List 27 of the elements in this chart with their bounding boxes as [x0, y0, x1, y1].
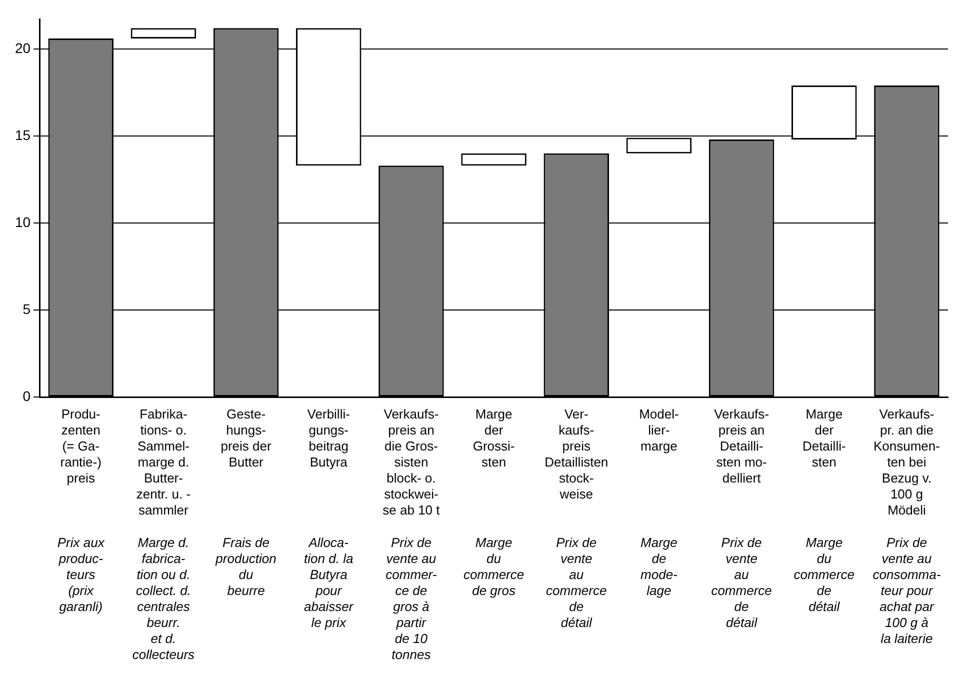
text: Prix de vente au consomma- teur pour achat par 100 g à la laiterie: [872, 535, 942, 646]
x-tick-label: Verkaufs- pr. an die Konsumen- ten bei Bezug v. 100 g Mödeli: [873, 406, 940, 518]
text: Prix aux produc- teurs (prix garanli): [57, 535, 105, 614]
x-tick-label: Produ- zenten (= Ga- rantie-) preis: [60, 406, 102, 486]
y-tick-label: 10: [14, 214, 31, 230]
text: Frais de production du beurre: [214, 535, 276, 598]
x-tick-label: Geste- hungs- preis der Butter: [220, 406, 272, 470]
x-tick-label: Marge der Grossi- sten: [472, 406, 515, 470]
text: Marge du commerce de gros: [463, 535, 524, 598]
text: Alloca- tion d. la Butyra pour abaisser le prix: [304, 535, 354, 630]
x-tick-label: Verbilli- gungs- beitrag Butyra: [307, 406, 350, 470]
x-tick-label: Verkaufs- preis an Detailli- sten mo- delliert: [714, 406, 769, 486]
text: Marge du commerce de détail: [794, 535, 854, 614]
x-tick-label: Ver- kaufs- preis Detaillisten stock- weise: [544, 406, 608, 502]
y-tick-label: 15: [14, 126, 31, 143]
x-tick-label: Fabrika- tions- o. Sammel- marge d. Butter- zentr. u. - sammler: [136, 406, 191, 518]
x-tick-label: Model- lier- marge: [639, 406, 679, 454]
y-tick-label: 0: [22, 388, 31, 404]
text: Marge d. fabrica- tion ou d. collect. d. centrales beurr. et d. collecteurs: [132, 535, 196, 662]
text: Prix de vente au commer- ce de gros à partir de 10 tonnes: [386, 535, 438, 662]
text: Prix de vente au commerce de détail: [711, 535, 772, 630]
x-tick-label: Verkaufs- preis an die Gros- sisten block- o. stockwei- se ab 10 t: [382, 406, 440, 518]
text: Prix de vente au commerce de détail: [546, 535, 607, 630]
y-tick-label: 5: [22, 300, 31, 317]
text: Marge de mode- lage: [640, 535, 678, 598]
y-tick-label: 20: [14, 40, 31, 56]
x-tick-label: Marge der Detailli- sten: [802, 406, 846, 470]
